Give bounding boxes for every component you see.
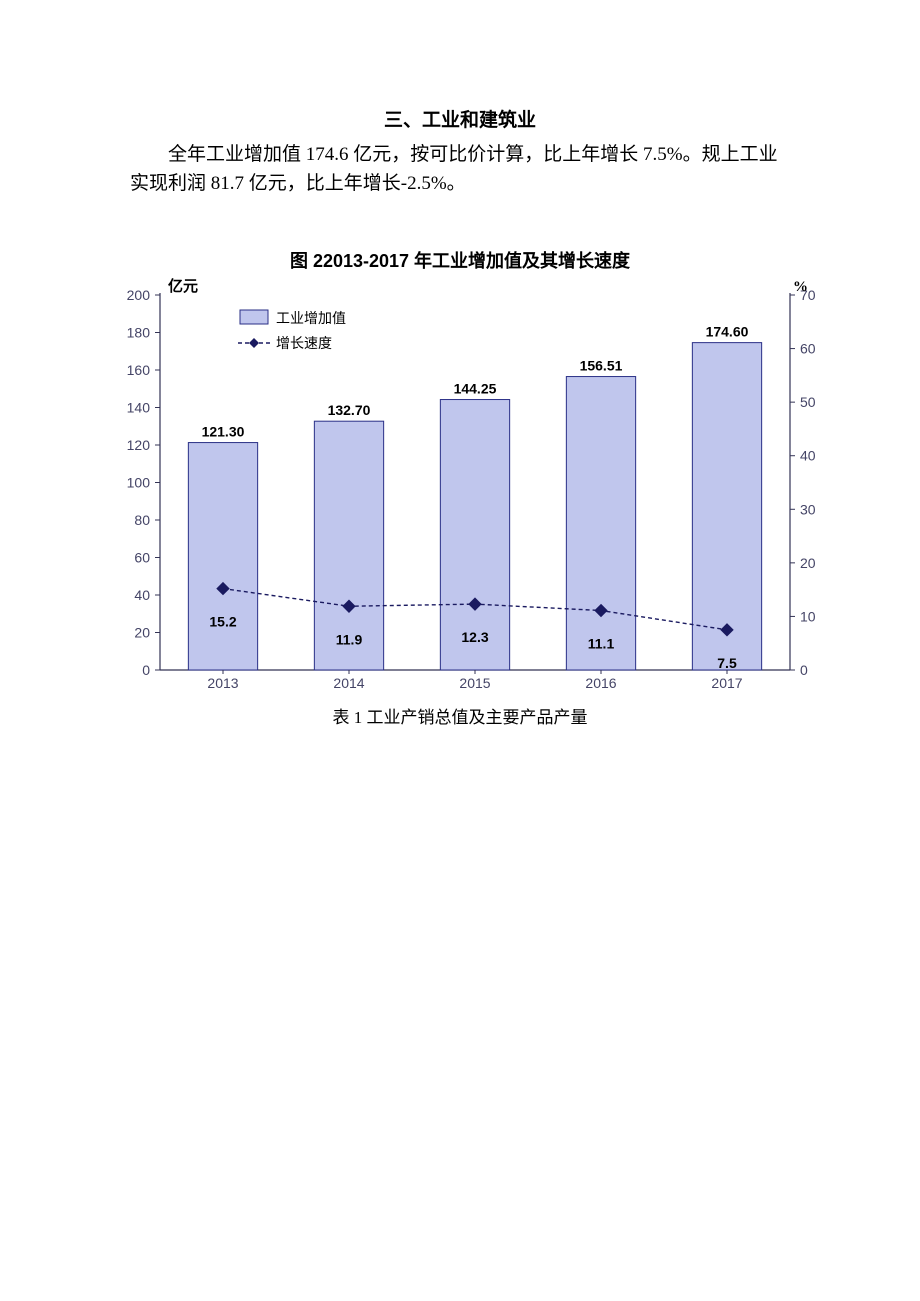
bar	[692, 343, 761, 670]
bar	[188, 442, 257, 669]
svg-text:160: 160	[127, 362, 151, 378]
dual-axis-chart: 0 20 40 60 80 100 120 140 160 180 200 亿元 0 10 20 30 40 50…	[80, 275, 840, 705]
legend-bar-label: 工业增加值	[276, 311, 346, 327]
svg-text:40: 40	[134, 587, 150, 603]
chart-container: 0 20 40 60 80 100 120 140 160 180 200 亿元 0 10 20 30 40 50…	[80, 275, 840, 705]
legend-line-label: 增长速度	[276, 336, 332, 352]
svg-text:%: %	[793, 279, 808, 295]
svg-text:2014: 2014	[333, 675, 364, 691]
svg-text:0: 0	[142, 662, 150, 678]
body-paragraph: 全年工业增加值 174.6 亿元，按可比价计算，比上年增长 7.5%。规上工业实…	[0, 140, 920, 199]
svg-text:80: 80	[134, 512, 150, 528]
svg-text:121.30: 121.30	[202, 423, 245, 439]
svg-text:174.60: 174.60	[706, 324, 749, 340]
section-heading: 三、工业和建筑业	[0, 105, 920, 132]
svg-text:60: 60	[800, 340, 816, 356]
svg-text:30: 30	[800, 501, 816, 517]
svg-text:2017: 2017	[711, 675, 742, 691]
svg-text:2015: 2015	[459, 675, 490, 691]
svg-text:0: 0	[800, 662, 808, 678]
svg-text:12.3: 12.3	[461, 629, 488, 645]
svg-text:120: 120	[127, 437, 151, 453]
svg-text:144.25: 144.25	[454, 380, 497, 396]
chart-title: 图 22013-2017 年工业增加值及其增长速度	[0, 247, 920, 273]
svg-text:11.9: 11.9	[336, 631, 363, 647]
svg-text:2013: 2013	[207, 675, 238, 691]
svg-text:7.5: 7.5	[717, 655, 737, 671]
svg-text:亿元: 亿元	[168, 277, 198, 295]
svg-text:200: 200	[127, 287, 151, 303]
svg-text:132.70: 132.70	[328, 402, 371, 418]
svg-text:15.2: 15.2	[209, 613, 236, 629]
svg-text:140: 140	[127, 399, 151, 415]
svg-text:100: 100	[127, 474, 151, 490]
bar	[566, 376, 635, 669]
svg-text:50: 50	[800, 394, 816, 410]
svg-text:10: 10	[800, 608, 816, 624]
svg-text:180: 180	[127, 324, 151, 340]
svg-text:20: 20	[800, 555, 816, 571]
svg-text:20: 20	[134, 624, 150, 640]
table-caption: 表 1 工业产销总值及主要产品产量	[0, 703, 920, 728]
svg-text:2016: 2016	[585, 675, 616, 691]
svg-text:11.1: 11.1	[588, 635, 615, 651]
svg-text:40: 40	[800, 448, 816, 464]
svg-text:60: 60	[134, 549, 150, 565]
svg-text:156.51: 156.51	[580, 357, 623, 373]
